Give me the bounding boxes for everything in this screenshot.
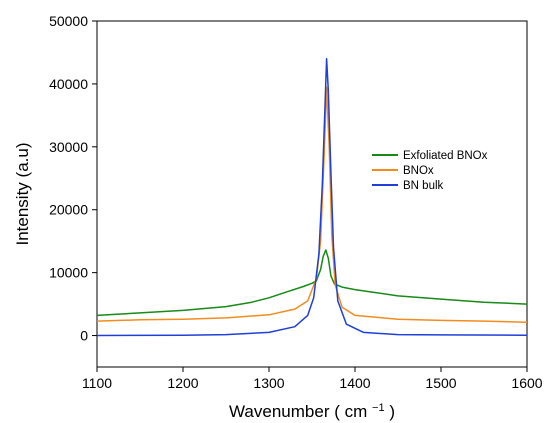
x-tick-label: 1500 [425,375,456,391]
y-tick-label: 0 [80,328,88,344]
x-tick-label: 1300 [253,375,284,391]
plot-frame [96,20,528,368]
x-tick-label: 1100 [82,375,112,391]
y-tick-label: 50000 [49,13,88,29]
legend-label: BN bulk [403,180,444,192]
x-tick-label: 1400 [339,375,370,391]
legend-label: Exfoliated BNOx [403,150,488,162]
x-tick-label: 1600 [511,375,542,391]
legend-label: BNOx [403,165,434,177]
tick-layer: 1100 1200 1300 1400 1500 1600 0 10000 20000 30000… [49,13,543,391]
y-tick-label: 40000 [49,76,88,92]
legend: Exfoliated BNOx BNOx BN bulk [372,150,488,192]
y-axis-title: Intensity (a.u) [13,143,32,246]
x-axis-title-unit-exponent: −1 [372,402,385,414]
x-axis-title-open-paren: ( [334,402,340,421]
series-layer [96,57,528,337]
y-tick-label: 20000 [49,202,88,218]
x-axis-title-unit: cm [345,402,368,421]
series-line-2 [96,57,528,337]
series-line-1 [96,86,528,324]
y-tick-label: 10000 [49,265,88,281]
x-axis-title-main: Wavenumber [229,402,330,421]
series-line-0 [96,249,528,317]
y-tick-label: 30000 [49,139,88,155]
x-axis-title-close-paren: ) [389,402,395,421]
x-tick-label: 1200 [167,375,198,391]
x-axis-title: Wavenumber ( cm −1 ) [229,402,395,421]
